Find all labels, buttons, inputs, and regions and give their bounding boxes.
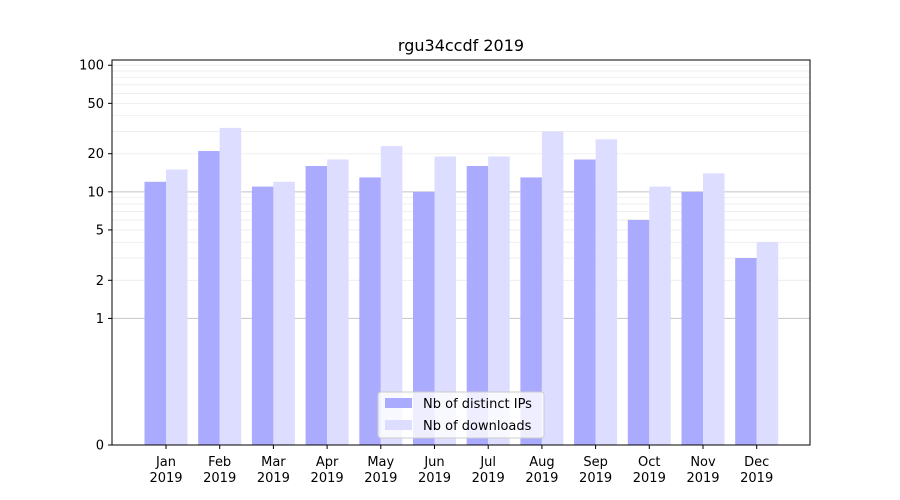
bar-downloads: [327, 159, 349, 445]
bar-distinct-ips: [305, 165, 328, 446]
y-tick-label: 20: [87, 147, 104, 162]
x-tick-label-year: 2019: [472, 471, 505, 486]
bar-downloads: [488, 156, 510, 446]
bar-distinct-ips: [681, 191, 703, 445]
bar-downloads: [380, 146, 403, 445]
legend-box: [377, 391, 545, 439]
bar-distinct-ips: [251, 186, 274, 446]
bar-distinct-ips: [627, 219, 650, 445]
x-axis: Jan2019Feb2019Mar2019Apr2019May2019Jun20…: [149, 445, 773, 486]
y-tick-label: 2: [96, 274, 104, 289]
bar-distinct-ips: [144, 181, 166, 445]
plot-frame: [111, 59, 811, 446]
legend-label-downloads: Nb of downloads: [423, 419, 532, 434]
bar-distinct-ips: [198, 151, 220, 445]
x-tick-label-year: 2019: [740, 471, 773, 486]
y-tick-label: 50: [87, 97, 104, 112]
x-tick-label-year: 2019: [418, 471, 451, 486]
bar-distinct-ips: [359, 177, 381, 446]
chart-title: rgu34ccdf 2019: [398, 36, 524, 55]
x-tick-label-month: Jun: [423, 455, 444, 470]
bar-downloads: [595, 139, 618, 445]
x-tick-label-year: 2019: [149, 471, 182, 486]
legend-swatch-distinct-ips: [385, 398, 412, 408]
x-tick-label-month: Oct: [638, 455, 660, 470]
x-tick-label-month: May: [367, 455, 394, 470]
x-tick-label-year: 2019: [203, 471, 236, 486]
x-tick-label-month: Jan: [155, 455, 176, 470]
x-tick-label-year: 2019: [633, 471, 666, 486]
x-tick-label-year: 2019: [686, 471, 719, 486]
x-tick-label-month: Apr: [316, 455, 339, 470]
y-tick-label: 100: [79, 59, 104, 74]
bar-distinct-ips: [520, 177, 542, 446]
x-tick-label-year: 2019: [311, 471, 344, 486]
x-tick-label-month: Dec: [744, 455, 769, 470]
bar-downloads: [166, 169, 188, 445]
legend: Nb of distinct IPs Nb of downloads: [377, 391, 545, 439]
legend-label-distinct-ips: Nb of distinct IPs: [423, 397, 532, 412]
x-tick-label-year: 2019: [257, 471, 290, 486]
bars-layer: [144, 127, 779, 446]
legend-swatch-downloads: [385, 420, 412, 430]
bar-distinct-ips: [413, 191, 435, 445]
bar-distinct-ips: [466, 165, 489, 446]
x-tick-label-month: Aug: [529, 455, 554, 470]
bar-downloads: [273, 181, 295, 445]
x-tick-label-year: 2019: [525, 471, 558, 486]
x-tick-label-year: 2019: [364, 471, 397, 486]
x-tick-label-year: 2019: [579, 471, 612, 486]
bar-downloads: [703, 173, 725, 445]
bar-downloads: [756, 242, 779, 445]
bar-distinct-ips: [574, 159, 596, 445]
bar-downloads: [434, 156, 456, 446]
y-tick-label: 5: [96, 223, 104, 238]
x-tick-label-month: Feb: [208, 455, 231, 470]
y-tick-label: 1: [96, 312, 104, 327]
bar-distinct-ips: [735, 258, 757, 445]
x-tick-label-month: Sep: [583, 455, 608, 470]
x-tick-label-month: Nov: [690, 455, 716, 470]
bar-downloads: [219, 127, 242, 445]
bar-downloads: [649, 186, 671, 446]
bar-downloads: [541, 131, 564, 445]
y-tick-label: 10: [87, 185, 104, 200]
x-tick-label-month: Mar: [261, 455, 286, 470]
y-axis: 0 1 2 5 10 20 50 100: [79, 59, 112, 454]
y-tick-label: 0: [96, 439, 104, 454]
x-tick-label-month: Jul: [479, 455, 496, 470]
